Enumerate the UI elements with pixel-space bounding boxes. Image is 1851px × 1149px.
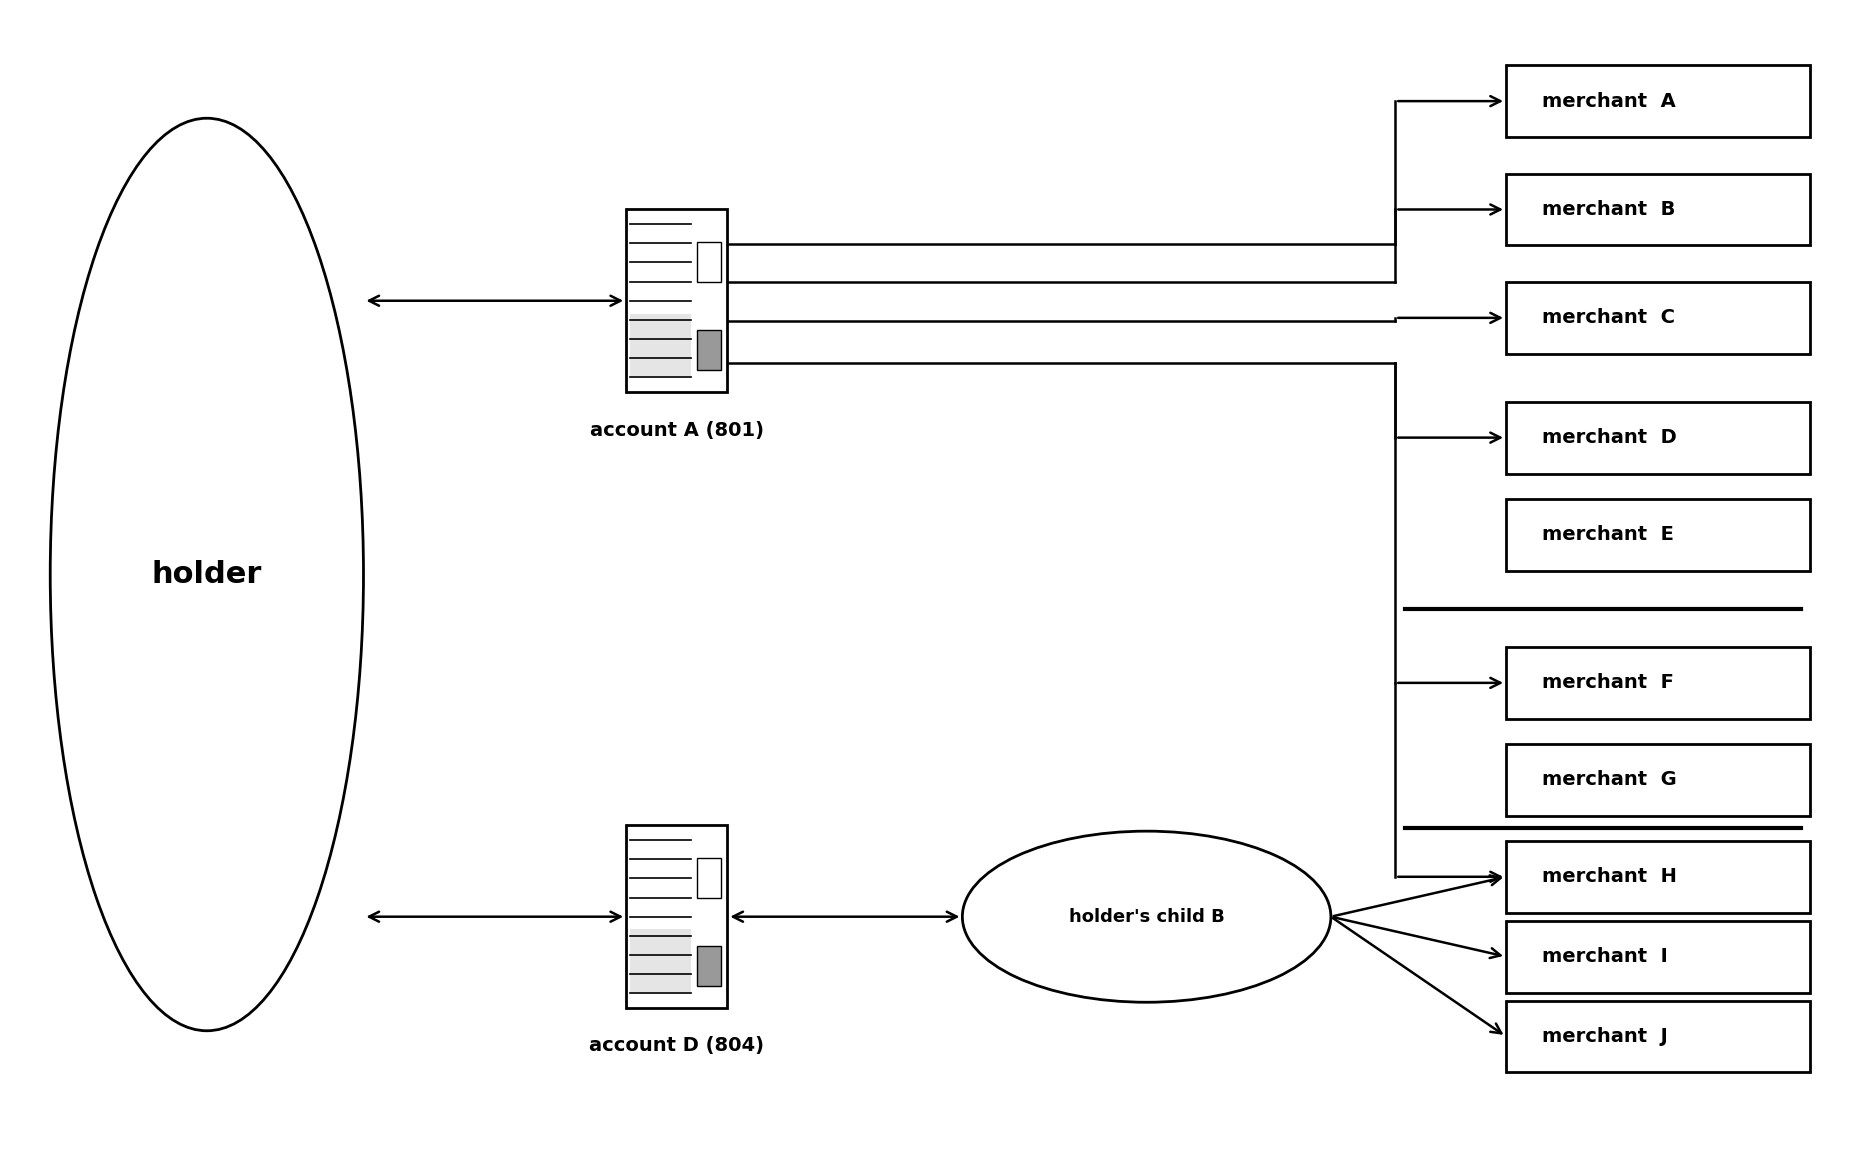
Text: merchant  A: merchant A (1542, 92, 1677, 110)
Text: holder: holder (152, 560, 263, 589)
FancyBboxPatch shape (698, 330, 722, 370)
Text: merchant  G: merchant G (1542, 770, 1677, 789)
FancyBboxPatch shape (629, 930, 690, 994)
Text: merchant  H: merchant H (1542, 867, 1677, 886)
Text: merchant  F: merchant F (1542, 673, 1675, 693)
FancyBboxPatch shape (1507, 282, 1810, 354)
FancyBboxPatch shape (698, 242, 722, 283)
FancyBboxPatch shape (1507, 743, 1810, 816)
Text: merchant  B: merchant B (1542, 200, 1675, 219)
Text: merchant  J: merchant J (1542, 1027, 1668, 1046)
Text: merchant  D: merchant D (1542, 429, 1677, 447)
Text: account A (801): account A (801) (590, 421, 764, 440)
FancyBboxPatch shape (626, 825, 727, 1008)
Text: merchant  E: merchant E (1542, 525, 1675, 545)
Text: merchant  C: merchant C (1542, 308, 1675, 327)
Ellipse shape (50, 118, 363, 1031)
FancyBboxPatch shape (1507, 1001, 1810, 1072)
Text: merchant  I: merchant I (1542, 947, 1668, 966)
Text: account D (804): account D (804) (589, 1036, 764, 1056)
Ellipse shape (963, 831, 1331, 1002)
FancyBboxPatch shape (1507, 65, 1810, 137)
FancyBboxPatch shape (1507, 173, 1810, 246)
FancyBboxPatch shape (626, 209, 727, 392)
FancyBboxPatch shape (1507, 841, 1810, 912)
FancyBboxPatch shape (1507, 920, 1810, 993)
FancyBboxPatch shape (1507, 499, 1810, 571)
Text: holder's child B: holder's child B (1068, 908, 1225, 926)
FancyBboxPatch shape (1507, 647, 1810, 719)
FancyBboxPatch shape (629, 314, 690, 377)
FancyBboxPatch shape (698, 858, 722, 899)
FancyBboxPatch shape (698, 946, 722, 986)
FancyBboxPatch shape (1507, 402, 1810, 473)
